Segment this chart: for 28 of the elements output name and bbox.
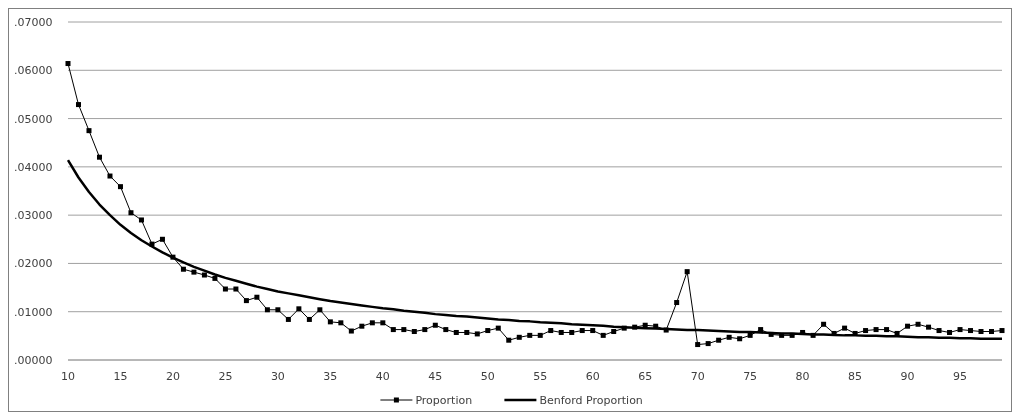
x-tick-label: 25 [218, 370, 233, 383]
y-tick-label: .04000 [14, 160, 53, 174]
legend-label: Benford Proportion [539, 394, 643, 407]
x-tick-label: 20 [165, 370, 180, 383]
x-tick-label: 75 [743, 370, 758, 383]
y-tick-label: .00000 [14, 354, 53, 367]
x-tick-label: 40 [375, 370, 390, 383]
x-tick-label: 95 [953, 370, 968, 383]
y-tick-label: .06000 [14, 64, 53, 78]
x-tick-label: 60 [585, 370, 600, 383]
y-tick-label: .02000 [14, 257, 53, 271]
y-tick-label: .01000 [14, 305, 53, 319]
y-tick-label: .05000 [14, 112, 53, 126]
x-tick-label: 10 [61, 370, 75, 383]
x-tick-label: 55 [533, 370, 548, 383]
x-tick-label: 50 [480, 370, 495, 383]
x-tick-label: 90 [900, 370, 915, 383]
x-tick-label: 15 [113, 370, 128, 383]
x-tick-label: 65 [638, 370, 653, 383]
y-tick-label: .03000 [14, 209, 53, 223]
x-tick-label: 30 [270, 370, 285, 383]
legend-label: Proportion [415, 394, 473, 407]
x-tick-label: 35 [323, 370, 338, 383]
x-tick-label: 80 [795, 370, 810, 383]
y-tick-label: .07000 [14, 16, 53, 29]
x-tick-label: 70 [690, 370, 705, 383]
x-tick-label: 85 [848, 370, 863, 383]
x-tick-label: 45 [428, 370, 443, 383]
